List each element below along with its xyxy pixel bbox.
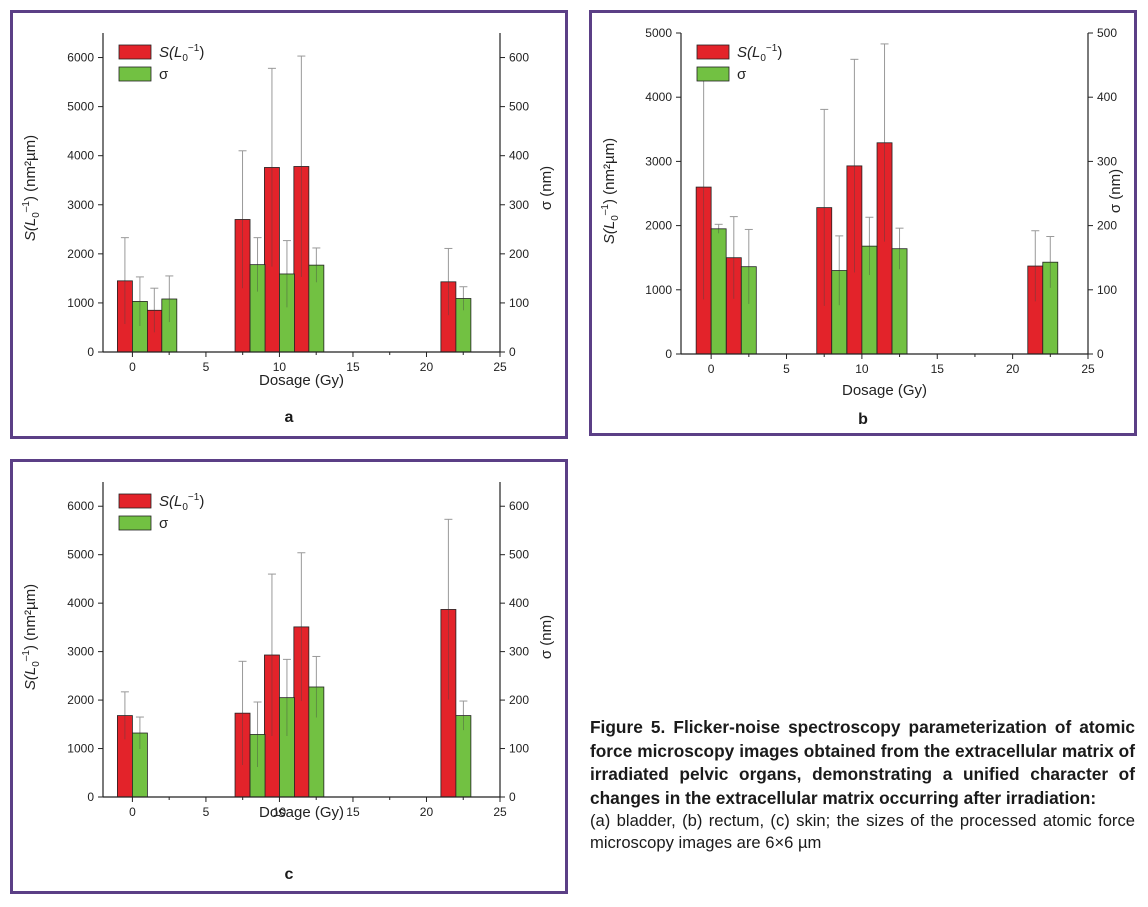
legend-label-sigma: σ	[737, 66, 747, 83]
legend-label-s: S(L0−1)	[159, 492, 204, 513]
legend-label-sigma: σ	[159, 66, 169, 83]
x-axis-label: Dosage (Gy)	[259, 804, 344, 821]
y-left-tick-label: 6000	[67, 51, 94, 65]
x-tick-label: 15	[346, 805, 360, 819]
y-left-tick-label: 1000	[67, 296, 94, 310]
y-left-tick-label: 4000	[67, 596, 94, 610]
y-right-tick-label: 0	[509, 345, 516, 359]
x-tick-label: 5	[203, 360, 210, 374]
y-right-tick-label: 500	[509, 100, 529, 114]
x-tick-label: 25	[493, 805, 507, 819]
panel-label-b: b	[858, 411, 868, 428]
y-right-tick-label: 0	[1097, 347, 1104, 361]
x-tick-label: 5	[203, 805, 210, 819]
chart-c: 0 5 10 15 20 25010002000300040005000600001002…	[21, 482, 555, 821]
y-right-tick-label: 100	[509, 742, 529, 756]
y-left-tick-label: 4000	[67, 149, 94, 163]
chart-panel-b: 0 5 10 15 20 25 0 1000 2000 3000 4000 5000 0 100 200 30…	[589, 10, 1137, 436]
y-axis-right-label: σ (nm)	[538, 615, 555, 659]
y-left-tick-label: 3000	[67, 198, 94, 212]
x-tick-label: 10	[855, 362, 869, 376]
x-tick-label: 15	[931, 362, 945, 376]
chart-panel-a: 0 5 10 15 20 25 0 1000 2000 3000 4000 5000 6000 0 100 2…	[10, 10, 568, 439]
y-right-tick-label: 100	[509, 296, 529, 310]
y-right-tick-label: 300	[509, 198, 529, 212]
y-axis-right-label: σ (nm)	[1107, 169, 1124, 213]
x-tick-label: 5	[783, 362, 790, 376]
y-left-tick-label: 6000	[67, 499, 94, 513]
legend-label-sigma: σ	[159, 515, 169, 532]
y-right-tick-label: 200	[509, 693, 529, 707]
x-tick-label: 15	[346, 360, 360, 374]
y-right-tick-label: 100	[1097, 283, 1117, 297]
y-right-tick-label: 0	[509, 790, 516, 804]
y-right-tick-label: 400	[509, 149, 529, 163]
y-axis-left-label: S(L0–1) (nm²µm)	[21, 135, 42, 241]
legend-label-s: S(L0−1)	[737, 43, 782, 64]
panel-label-a: a	[284, 409, 294, 426]
y-left-tick-label: 5000	[67, 548, 94, 562]
x-tick-label: 0	[129, 805, 136, 819]
y-axis-right-label: σ (nm)	[538, 166, 555, 210]
y-right-tick-label: 300	[1097, 154, 1117, 168]
y-left-tick-label: 2000	[67, 247, 94, 261]
legend-swatch-s	[118, 493, 152, 509]
legend-swatch-s	[696, 44, 730, 60]
figure-caption: Figure 5. Flicker-noise spectroscopy par…	[590, 716, 1135, 854]
y-right-tick-label: 200	[1097, 219, 1117, 233]
y-axis-left-label: S(L0–1) (nm²µm)	[21, 584, 42, 690]
y-left-tick-label: 0	[665, 347, 672, 361]
x-tick-label: 25	[493, 360, 507, 374]
legend-swatch-sigma	[118, 515, 152, 531]
legend-label-s: S(L0−1)	[159, 43, 204, 64]
x-tick-label: 0	[708, 362, 715, 376]
y-left-tick-label: 2000	[67, 693, 94, 707]
legend-swatch-sigma	[118, 66, 152, 82]
x-tick-label: 25	[1081, 362, 1095, 376]
legend-swatch-s	[118, 44, 152, 60]
y-left-tick-label: 4000	[645, 90, 672, 104]
y-left-tick-label: 1000	[645, 283, 672, 297]
bar-sigma	[710, 228, 727, 355]
x-tick-label: 20	[420, 805, 434, 819]
y-right-tick-label: 500	[509, 548, 529, 562]
y-axis-left-label: S(L0–1) (nm²µm)	[600, 138, 621, 244]
chart-panel-c: 0 5 10 15 20 25 0 1000 2000 3000 4000 5000 6000 0 100 2…	[10, 459, 568, 894]
y-right-tick-label: 400	[509, 596, 529, 610]
y-left-tick-label: 3000	[645, 154, 672, 168]
y-right-tick-label: 400	[1097, 90, 1117, 104]
y-right-tick-label: 300	[509, 645, 529, 659]
y-left-tick-label: 5000	[645, 26, 672, 40]
chart-a: 0 5 10 15 20 25010002000300040005000600001002…	[21, 33, 555, 389]
x-axis-label: Dosage (Gy)	[259, 372, 344, 389]
y-left-tick-label: 5000	[67, 100, 94, 114]
y-right-tick-label: 200	[509, 247, 529, 261]
x-axis-label: Dosage (Gy)	[842, 382, 927, 399]
caption-title: Figure 5. Flicker-noise spectroscopy par…	[590, 717, 1135, 808]
y-right-tick-label: 600	[509, 499, 529, 513]
x-tick-label: 20	[1006, 362, 1020, 376]
y-left-tick-label: 1000	[67, 742, 94, 756]
chart-b: 0 5 10 15 20 25010002000300040005000010020030…	[600, 26, 1124, 399]
caption-text: (a) bladder, (b) rectum, (c) skin; the s…	[590, 811, 1135, 852]
legend-swatch-sigma	[696, 66, 730, 82]
x-tick-label: 10	[273, 805, 287, 819]
y-right-tick-label: 600	[509, 51, 529, 65]
y-left-tick-label: 0	[87, 345, 94, 359]
y-left-tick-label: 2000	[645, 219, 672, 233]
y-right-tick-label: 500	[1097, 26, 1117, 40]
panel-label-c: c	[284, 866, 294, 883]
y-left-tick-label: 0	[87, 790, 94, 804]
x-tick-label: 0	[129, 360, 136, 374]
x-tick-label: 20	[420, 360, 434, 374]
x-tick-label: 10	[273, 360, 287, 374]
y-left-tick-label: 3000	[67, 645, 94, 659]
